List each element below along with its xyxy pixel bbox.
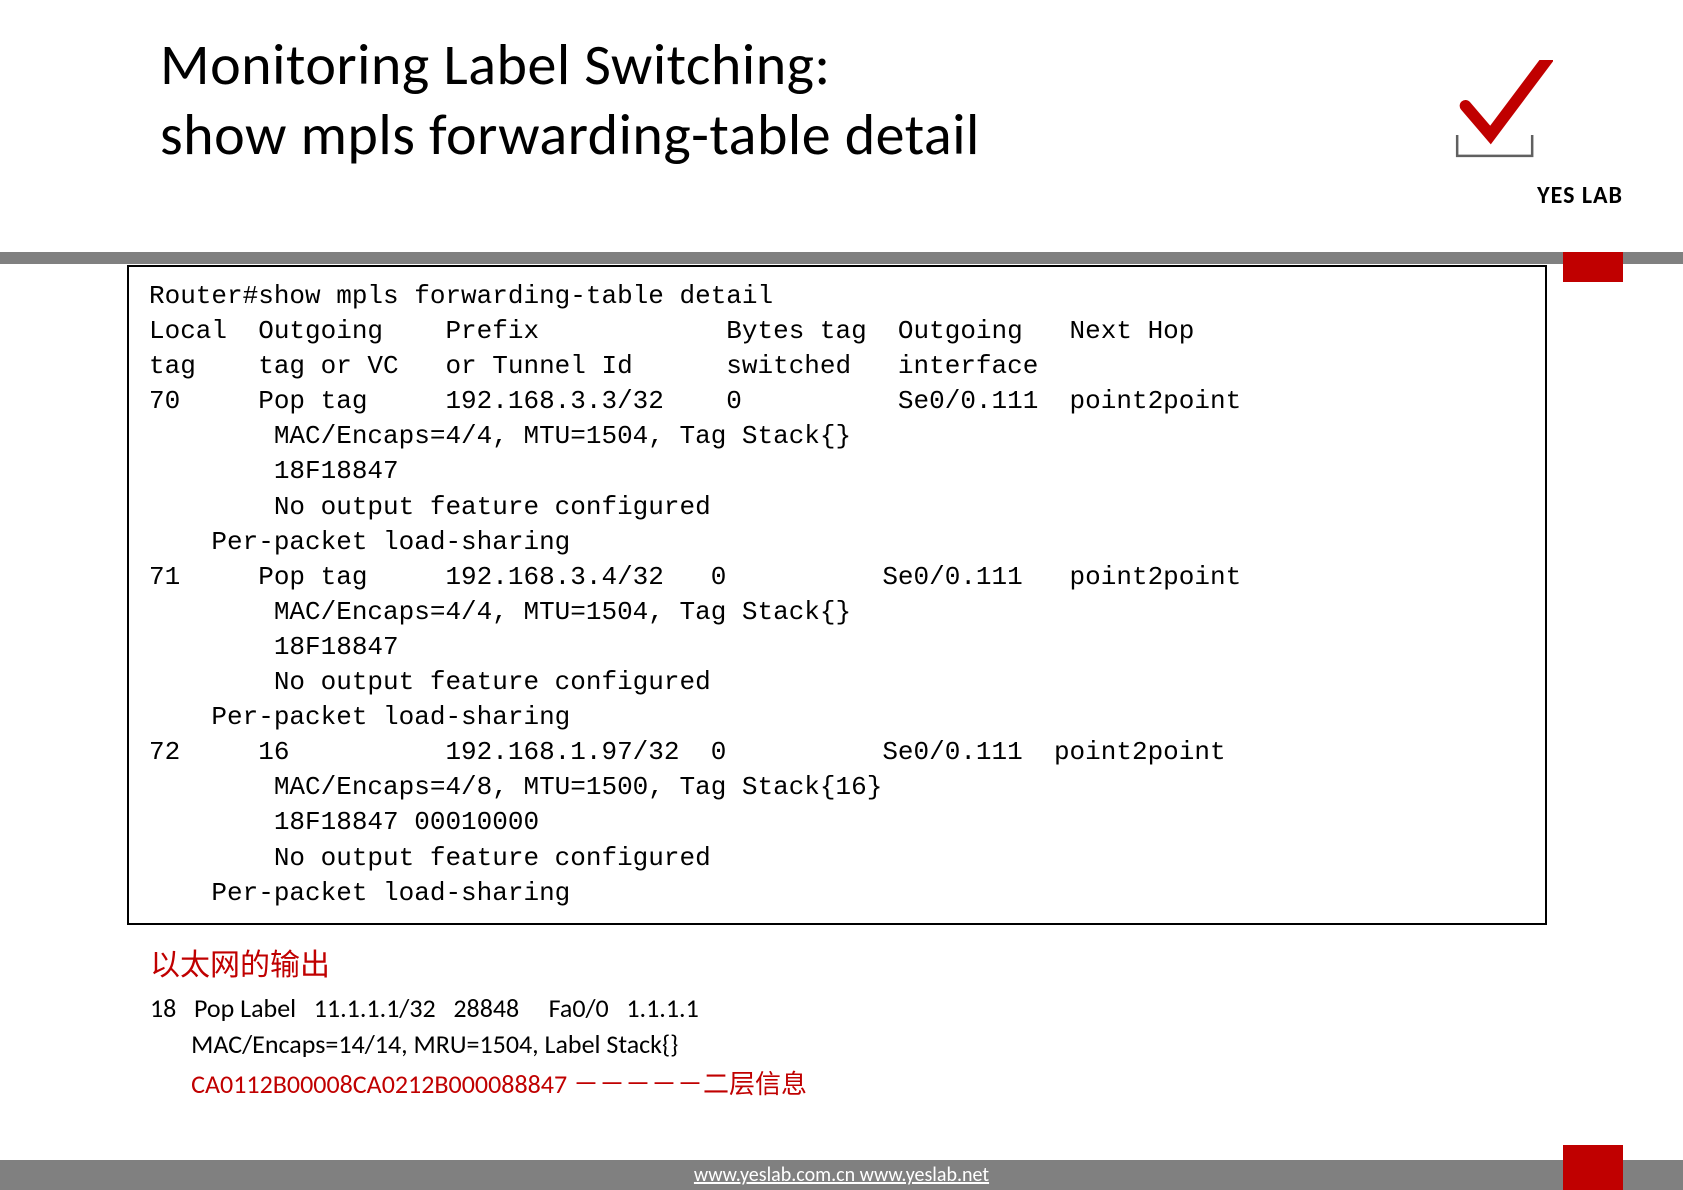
- entry-detail: MAC/Encaps=4/8, MTU=1500, Tag Stack{16}: [149, 770, 1525, 805]
- entry-main: 70 Pop tag 192.168.3.3/32 0 Se0/0.111 po…: [149, 384, 1525, 419]
- checkmark-icon: [1453, 60, 1553, 160]
- logo-text: YES LAB: [1537, 181, 1623, 210]
- entry-detail: 18F18847 00010000: [149, 805, 1525, 840]
- title-line1: Monitoring Label Switching:: [160, 29, 831, 100]
- entry-detail: 18F18847: [149, 454, 1525, 489]
- terminal-output: Router#show mpls forwarding-table detail…: [127, 265, 1547, 925]
- divider-bar: [0, 252, 1683, 264]
- entry-detail: Per-packet load-sharing: [149, 700, 1525, 735]
- entry-main: 71 Pop tag 192.168.3.4/32 0 Se0/0.111 po…: [149, 560, 1525, 595]
- entry-detail: No output feature configured: [149, 665, 1525, 700]
- ethernet-line3: CA0112B00008CA0212B000088847 －－－－－二层信息: [150, 1064, 807, 1101]
- yeslab-logo: YES LAB: [1453, 100, 1623, 210]
- terminal-header1: Local Outgoing Prefix Bytes tag Outgoing…: [149, 314, 1525, 349]
- footer-text: www.yeslab.com.cn www.yeslab.net: [694, 1163, 989, 1187]
- ethernet-output-section: 以太网的输出 18 Pop Label 11.1.1.1/32 28848 Fa…: [150, 940, 807, 1105]
- entry-detail: MAC/Encaps=4/4, MTU=1504, Tag Stack{}: [149, 419, 1525, 454]
- red-accent-bottom: [1563, 1145, 1623, 1190]
- red-accent-top: [1563, 252, 1623, 282]
- ethernet-title: 以太网的输出: [150, 940, 807, 984]
- terminal-header2: tag tag or VC or Tunnel Id switched inte…: [149, 349, 1525, 384]
- entry-detail: No output feature configured: [149, 841, 1525, 876]
- footer-bar: www.yeslab.com.cn www.yeslab.net: [0, 1160, 1683, 1190]
- entry-detail: MAC/Encaps=4/4, MTU=1504, Tag Stack{}: [149, 595, 1525, 630]
- ethernet-line2: MAC/Encaps=14/14, MRU=1504, Label Stack{…: [150, 1028, 807, 1060]
- entry-detail: 18F18847: [149, 630, 1525, 665]
- slide-title: Monitoring Label Switching: show mpls fo…: [0, 0, 1683, 169]
- entry-detail: Per-packet load-sharing: [149, 876, 1525, 911]
- entry-detail: No output feature configured: [149, 490, 1525, 525]
- entry-detail: Per-packet load-sharing: [149, 525, 1525, 560]
- ethernet-line1: 18 Pop Label 11.1.1.1/32 28848 Fa0/0 1.1…: [150, 992, 807, 1024]
- entry-main: 72 16 192.168.1.97/32 0 Se0/0.111 point2…: [149, 735, 1525, 770]
- terminal-command: Router#show mpls forwarding-table detail: [149, 279, 1525, 314]
- title-line2: show mpls forwarding-table detail: [160, 99, 980, 170]
